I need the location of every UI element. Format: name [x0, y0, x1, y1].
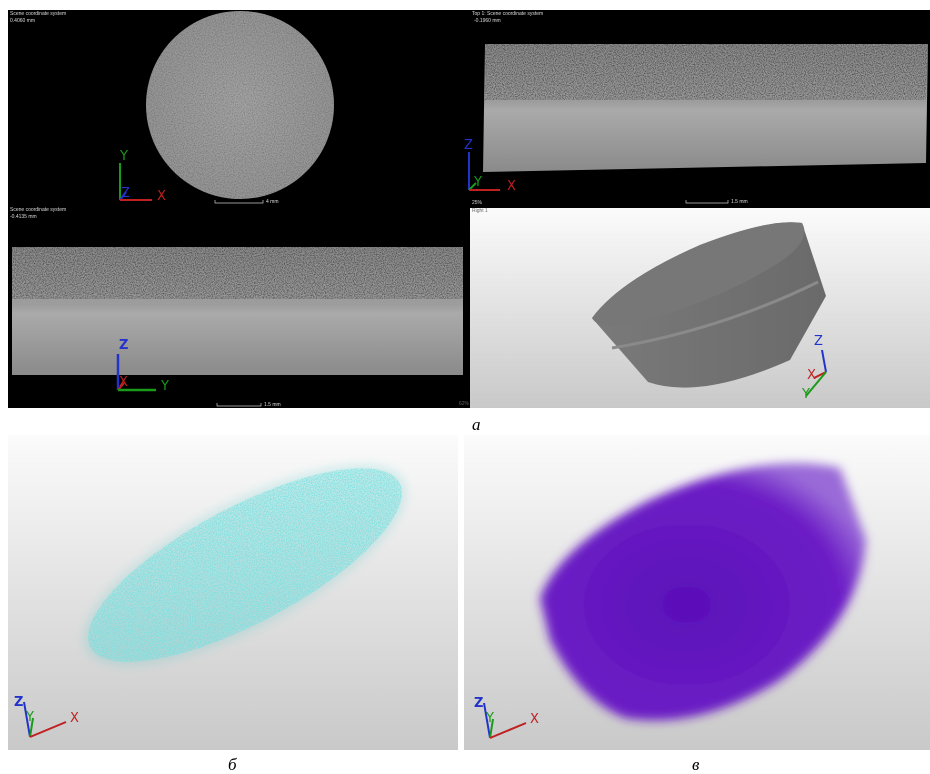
scale-label: 1.5 mm [731, 199, 748, 205]
axis-label: Z [119, 338, 128, 353]
disc-texture [146, 11, 334, 199]
axis-label: Y [485, 711, 494, 726]
view-caption: Scene coordinate system [10, 207, 66, 213]
axis-label: X [807, 368, 816, 383]
axis-label: X [70, 711, 79, 726]
axis-label: Z [464, 138, 473, 153]
view-caption: Right 1 [472, 208, 488, 214]
axis-label: X [530, 712, 539, 727]
axis-label: X [157, 189, 166, 204]
axis-label: Y [801, 387, 810, 402]
axis-label: Y [25, 710, 34, 725]
view-value: -0.1960 mm [474, 18, 501, 24]
axis-label: Y [119, 149, 128, 164]
pore-texture [12, 247, 463, 299]
axis-label: X [119, 375, 128, 390]
zoom-label: 25% [472, 200, 483, 206]
zoom-label: 62% [459, 401, 470, 407]
panel-label: б [228, 755, 237, 774]
view-value: -0.4135 mm [10, 214, 37, 220]
view-value: 0.4060 mm [10, 18, 35, 24]
view-caption: Top 1: Scene coordinate system [472, 11, 543, 17]
axis-label: Z [121, 186, 130, 201]
scale-label: 4 mm [266, 199, 279, 205]
axis-label: Z [14, 695, 23, 710]
axis-label: Z [474, 696, 483, 711]
view-caption: Scene coordinate system [10, 11, 66, 17]
panel-label: а [472, 415, 481, 434]
axis-label: Z [814, 334, 823, 349]
scale-label: 1.5 mm [264, 402, 281, 408]
figure: Scene coordinate system 0.4060 mm 4 mm Y… [0, 0, 930, 774]
axis-label: Y [160, 379, 169, 394]
axis-label: X [507, 179, 516, 194]
panel-label: в [692, 755, 700, 774]
pore-texture [485, 44, 928, 100]
axis-label: Y [473, 175, 482, 190]
